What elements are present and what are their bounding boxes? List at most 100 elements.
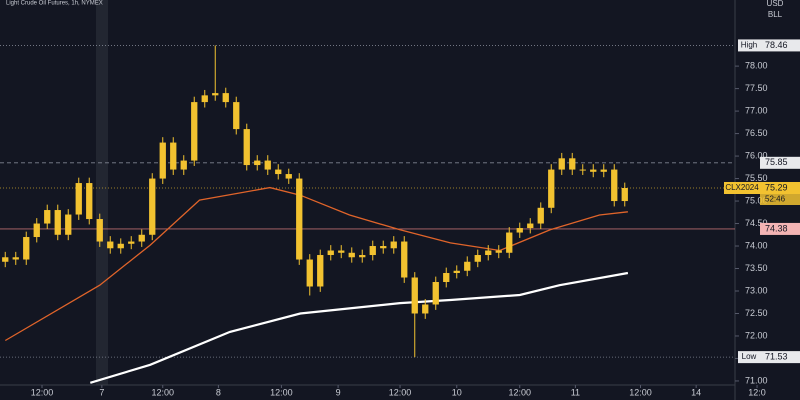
candle-body — [611, 169, 618, 202]
candle-body — [201, 95, 208, 103]
y-tick-label: 74.00 — [745, 240, 768, 250]
y-tick-label: 71.00 — [745, 375, 768, 385]
level-value-box — [760, 182, 800, 195]
level-label: CLX2024 — [725, 183, 759, 192]
chart-title: Light Crude Oil Futures, 1h, NYMEX — [6, 1, 103, 7]
candle-body — [180, 160, 187, 170]
y-tick-label: 73.50 — [745, 263, 768, 273]
y-tick-label: 76.00 — [745, 150, 768, 160]
x-tick-label: 12:00 — [31, 387, 54, 397]
candle-body — [2, 257, 9, 262]
level-label-box — [724, 182, 760, 195]
candle-body — [233, 102, 240, 130]
candle-body — [275, 169, 282, 175]
countdown-box — [760, 194, 800, 206]
candle-body — [495, 250, 502, 253]
candle-body — [75, 183, 82, 215]
level-label-box — [738, 39, 760, 52]
candle-body — [149, 178, 156, 235]
y-tick-label: 75.00 — [745, 195, 768, 205]
candle-body — [390, 241, 397, 249]
candle-body — [558, 158, 565, 170]
x-tick-label: 12:00 — [151, 387, 174, 397]
y-tick-label: 77.50 — [745, 83, 768, 93]
level-value: 75.85 — [765, 157, 788, 167]
y-tick-label: 74.50 — [745, 218, 768, 228]
candle-body — [191, 102, 198, 161]
candle-body — [159, 142, 166, 179]
candle-body — [516, 228, 523, 233]
unit: BLL — [768, 10, 783, 19]
candle-body — [254, 160, 261, 166]
candle-body — [285, 174, 292, 179]
candle-body — [590, 169, 597, 172]
candle-body — [212, 93, 219, 96]
candle-body — [317, 255, 324, 287]
candle-body — [401, 241, 408, 278]
moving-average — [4, 186, 628, 342]
y-tick-label: 73.00 — [745, 285, 768, 295]
candle-body — [369, 246, 376, 256]
x-tick-label: 9 — [336, 387, 341, 397]
candle-body — [33, 223, 40, 238]
x-tick-label: 12:00 — [270, 387, 293, 397]
x-tick-label: 12:00 — [629, 387, 652, 397]
x-tick-label: 12:00 — [389, 387, 412, 397]
candle-body — [338, 250, 345, 253]
candle-body — [306, 259, 313, 287]
currency: USD — [767, 0, 784, 8]
x-tick-label: 10 — [452, 387, 462, 397]
countdown: 52:46 — [765, 195, 786, 204]
candle-body — [579, 169, 586, 171]
level-label: Low — [742, 352, 757, 361]
x-tick-label: 11 — [571, 387, 580, 397]
level-value: 74.38 — [765, 223, 788, 233]
candle-body — [474, 255, 481, 262]
level-value-box — [760, 222, 800, 235]
candle-body — [296, 178, 303, 260]
y-tick-label: 78.00 — [745, 60, 768, 70]
candle-body — [600, 169, 607, 172]
candle-body — [506, 232, 513, 253]
x-tick-label: 12:0 — [748, 387, 766, 397]
candle-body — [138, 234, 145, 242]
candle-body — [170, 142, 177, 170]
level-label-box — [738, 351, 760, 364]
x-tick-label: 7 — [99, 387, 104, 397]
candle-body — [12, 257, 19, 260]
level-value: 78.46 — [765, 40, 788, 50]
level-value-box — [760, 351, 800, 364]
level-value: 71.53 — [765, 351, 788, 361]
candle-body — [548, 169, 555, 208]
x-tick-label: 14 — [691, 387, 701, 397]
candle-body — [422, 304, 429, 314]
candle-body — [527, 223, 534, 229]
candle-body — [464, 261, 471, 271]
level-value-box — [760, 156, 800, 169]
candle-body — [569, 158, 576, 170]
candle-body — [453, 270, 460, 274]
candle-body — [443, 273, 450, 283]
candle-body — [380, 246, 387, 249]
candle-body — [411, 277, 418, 314]
x-tick-label: 12:00 — [508, 387, 531, 397]
y-tick-label: 72.00 — [745, 330, 768, 340]
y-tick-label: 77.00 — [745, 105, 768, 115]
candle-body — [327, 250, 334, 256]
candle-body — [117, 243, 124, 249]
candle-body — [23, 237, 30, 260]
candle-body — [621, 188, 628, 202]
candle-body — [54, 210, 61, 235]
candle-body — [485, 250, 492, 256]
candle-body — [65, 214, 72, 235]
candle-body — [222, 93, 229, 103]
candle-body — [128, 241, 135, 244]
candle-body — [44, 210, 51, 224]
candle-body — [537, 207, 544, 224]
candle-body — [107, 241, 114, 249]
candle-body — [96, 219, 103, 242]
candle-body — [348, 252, 355, 258]
level-value-box — [760, 39, 800, 52]
